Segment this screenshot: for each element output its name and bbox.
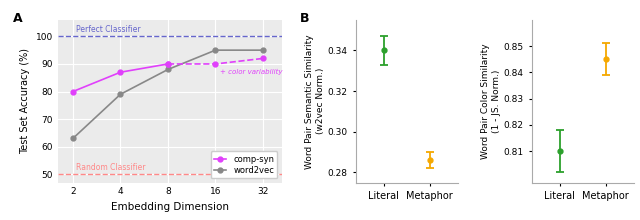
Y-axis label: Word Pair Semantic Similarity
(w2vec Norm.): Word Pair Semantic Similarity (w2vec Nor… bbox=[305, 34, 324, 169]
Line: word2vec: word2vec bbox=[70, 48, 266, 141]
Text: A: A bbox=[13, 12, 22, 25]
word2vec bbox=[69, 137, 77, 140]
Y-axis label: Word Pair Color Similarity
(1 - JS. Norm.): Word Pair Color Similarity (1 - JS. Norm… bbox=[481, 43, 500, 159]
Y-axis label: Test Set Accuracy (%): Test Set Accuracy (%) bbox=[20, 48, 30, 154]
Text: + color variability: + color variability bbox=[220, 68, 282, 75]
Text: B: B bbox=[300, 12, 309, 25]
word2vec bbox=[212, 49, 220, 51]
comp-syn bbox=[164, 63, 172, 65]
word2vec bbox=[259, 49, 267, 51]
Text: Random Classifier: Random Classifier bbox=[76, 163, 146, 172]
Legend: comp-syn, word2vec: comp-syn, word2vec bbox=[211, 151, 278, 178]
Line: comp-syn: comp-syn bbox=[70, 62, 170, 94]
Text: Perfect Classifier: Perfect Classifier bbox=[76, 25, 141, 34]
comp-syn bbox=[69, 90, 77, 93]
comp-syn bbox=[116, 71, 124, 73]
word2vec bbox=[116, 93, 124, 96]
word2vec bbox=[164, 68, 172, 71]
X-axis label: Embedding Dimension: Embedding Dimension bbox=[111, 202, 228, 212]
